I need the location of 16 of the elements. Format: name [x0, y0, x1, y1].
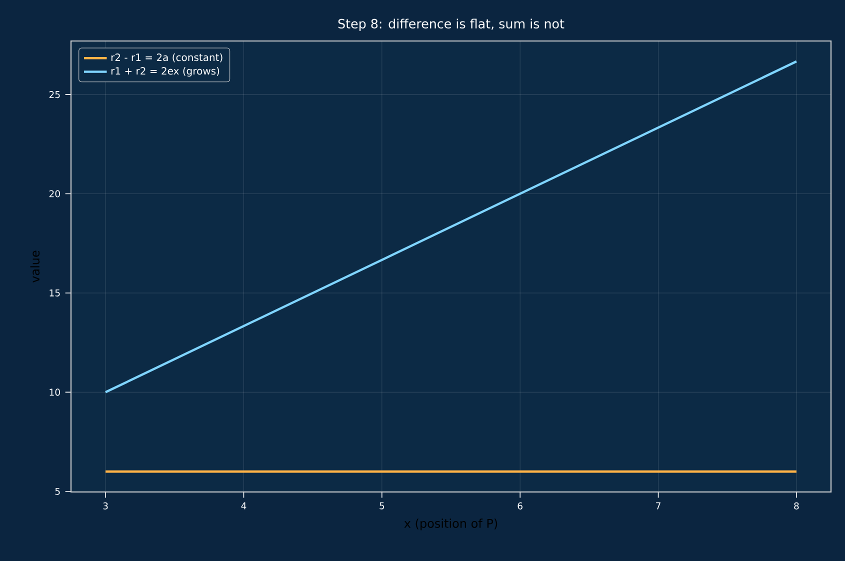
x-tick-label: 3	[103, 502, 108, 510]
x-axis-title: x (position of P)	[404, 518, 498, 530]
x-tick-label: 4	[241, 502, 246, 510]
x-tick-label: 6	[518, 502, 522, 510]
legend-label: r1 + r2 = 2ex (grows)	[111, 66, 220, 77]
y-tick-label: 10	[50, 388, 60, 396]
y-tick-label: 15	[50, 290, 60, 296]
y-tick-label: 25	[49, 91, 60, 98]
legend-label: r2 - r1 = 2a (constant)	[111, 53, 222, 62]
x-tick-label: 8	[794, 502, 799, 510]
x-tick-label: 5	[380, 502, 384, 510]
x-tick-label: 7	[656, 502, 660, 510]
y-axis-title: value	[30, 250, 40, 283]
chart-title: Step 8: difference is flat, sum is not	[338, 18, 564, 31]
y-tick-label: 5	[55, 488, 60, 495]
y-tick-label: 20	[49, 190, 60, 198]
